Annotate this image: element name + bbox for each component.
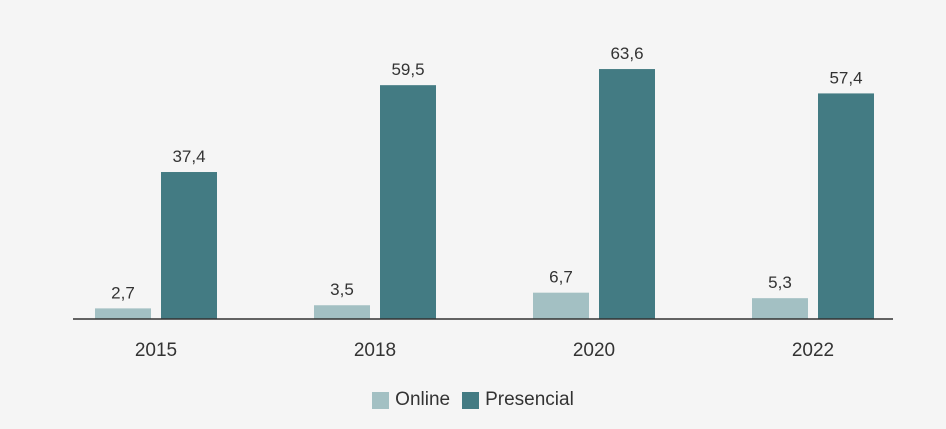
category-label-2015: 2015: [135, 340, 177, 361]
bar-presencial-2018: [380, 85, 436, 319]
bar-presencial-2015: [161, 172, 217, 319]
bar-online-2018: [314, 305, 370, 319]
category-labels-layer: 2015 2018 2020 2022: [135, 340, 834, 361]
category-label-2022: 2022: [792, 340, 834, 361]
value-label-online-2020: 6,7: [549, 268, 573, 287]
bar-online-2015: [95, 308, 151, 319]
value-label-presencial-2018: 59,5: [391, 60, 424, 79]
legend-item-presencial: Presencial: [462, 389, 574, 411]
bar-presencial-2020: [599, 69, 655, 319]
legend-swatch-online: [372, 391, 390, 409]
bar-presencial-2022: [818, 93, 874, 319]
legend-item-online: Online: [372, 389, 450, 411]
value-label-online-2018: 3,5: [330, 280, 354, 299]
legend-swatch-presencial: [462, 391, 480, 409]
value-labels-layer: 2,7 37,4 3,5 59,5 6,7 63,6 5,3 57,4: [111, 44, 862, 302]
value-label-online-2015: 2,7: [111, 283, 135, 302]
bar-online-2020: [533, 292, 589, 319]
value-label-online-2022: 5,3: [768, 273, 792, 292]
bar-online-2022: [752, 298, 808, 319]
bars-layer: [95, 69, 874, 319]
value-label-presencial-2015: 37,4: [172, 147, 205, 166]
legend-label-online: Online: [395, 389, 451, 410]
value-label-presencial-2022: 57,4: [829, 68, 862, 87]
value-label-presencial-2020: 63,6: [610, 44, 643, 63]
bar-chart: 2,7 37,4 3,5 59,5 6,7 63,6 5,3 57,4 2015 2018 202…: [73, 44, 893, 361]
legend-label-presencial: Presencial: [485, 389, 574, 410]
category-label-2018: 2018: [354, 340, 396, 361]
legend: Online Presencial: [0, 389, 946, 411]
category-label-2020: 2020: [573, 340, 615, 361]
